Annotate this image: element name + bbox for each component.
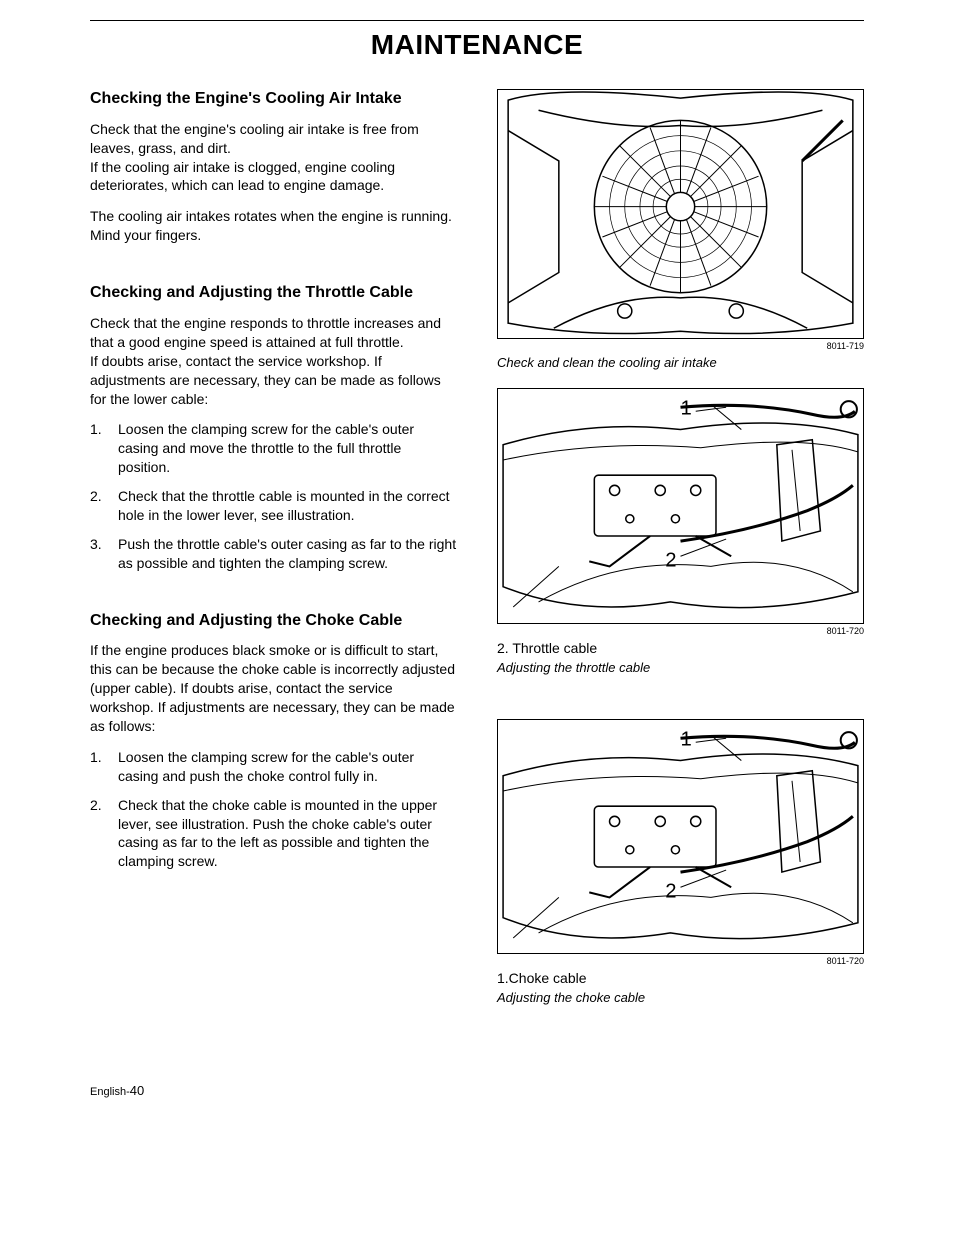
throttle-p2: If doubts arise, contact the service wor…	[90, 352, 457, 409]
column-layout: Checking the Engine's Cooling Air Intake…	[90, 89, 864, 1023]
figure-choke: 1 2 8011-720 1.Choke cable Adjusting the…	[497, 719, 864, 1005]
figure-choke-caption: Adjusting the choke cable	[497, 990, 864, 1005]
choke-step: Check that the choke cable is mounted in…	[90, 796, 457, 872]
choke-p1: If the engine produces black smoke or is…	[90, 641, 457, 735]
choke-illustration: 1 2	[498, 720, 863, 953]
choke-steps: Loosen the clamping screw for the cable'…	[90, 748, 457, 871]
cooling-p3: The cooling air intakes rotates when the…	[90, 207, 457, 245]
figure-cooling-num: 8011-719	[497, 341, 864, 351]
right-column: 8011-719 Check and clean the cooling air…	[497, 89, 864, 1023]
footer-lang: English-	[90, 1086, 130, 1098]
top-rule	[90, 20, 864, 21]
throttle-p1: Check that the engine responds to thrott…	[90, 314, 457, 352]
choke-step: Loosen the clamping screw for the cable'…	[90, 748, 457, 786]
left-column: Checking the Engine's Cooling Air Intake…	[90, 89, 457, 1023]
callout-1: 1	[681, 398, 692, 420]
cooling-p1: Check that the engine's cooling air inta…	[90, 120, 457, 158]
footer-page: 40	[130, 1083, 144, 1098]
figure-cooling-box	[497, 89, 864, 339]
figure-throttle-caption: Adjusting the throttle cable	[497, 660, 864, 675]
throttle-step: Loosen the clamping screw for the cable'…	[90, 420, 457, 477]
cooling-p2: If the cooling air intake is clogged, en…	[90, 158, 457, 196]
page-footer: English-40	[90, 1083, 864, 1098]
cooling-heading: Checking the Engine's Cooling Air Intake	[90, 89, 457, 110]
figure-throttle-num: 8011-720	[497, 626, 864, 636]
cooling-illustration	[498, 90, 863, 338]
callout-1: 1	[681, 728, 692, 750]
throttle-step: Check that the throttle cable is mounted…	[90, 487, 457, 525]
callout-2: 2	[665, 550, 676, 572]
throttle-heading: Checking and Adjusting the Throttle Cabl…	[90, 283, 457, 304]
figure-cooling: 8011-719 Check and clean the cooling air…	[497, 89, 864, 370]
figure-choke-label: 1.Choke cable	[497, 970, 864, 986]
figure-throttle-box: 1 2	[497, 388, 864, 623]
figure-throttle-label: 2. Throttle cable	[497, 640, 864, 656]
figure-choke-num: 8011-720	[497, 956, 864, 966]
figure-throttle: 1 2 8011-720 2. Throttle cable Adjusting…	[497, 388, 864, 674]
throttle-step: Push the throttle cable's outer casing a…	[90, 535, 457, 573]
callout-2: 2	[665, 880, 676, 902]
throttle-illustration: 1 2	[498, 389, 863, 622]
figure-cooling-caption: Check and clean the cooling air intake	[497, 355, 864, 370]
page: MAINTENANCE Checking the Engine's Coolin…	[0, 20, 954, 1098]
figure-choke-box: 1 2	[497, 719, 864, 954]
throttle-steps: Loosen the clamping screw for the cable'…	[90, 420, 457, 572]
choke-heading: Checking and Adjusting the Choke Cable	[90, 611, 457, 632]
page-title: MAINTENANCE	[90, 29, 864, 61]
